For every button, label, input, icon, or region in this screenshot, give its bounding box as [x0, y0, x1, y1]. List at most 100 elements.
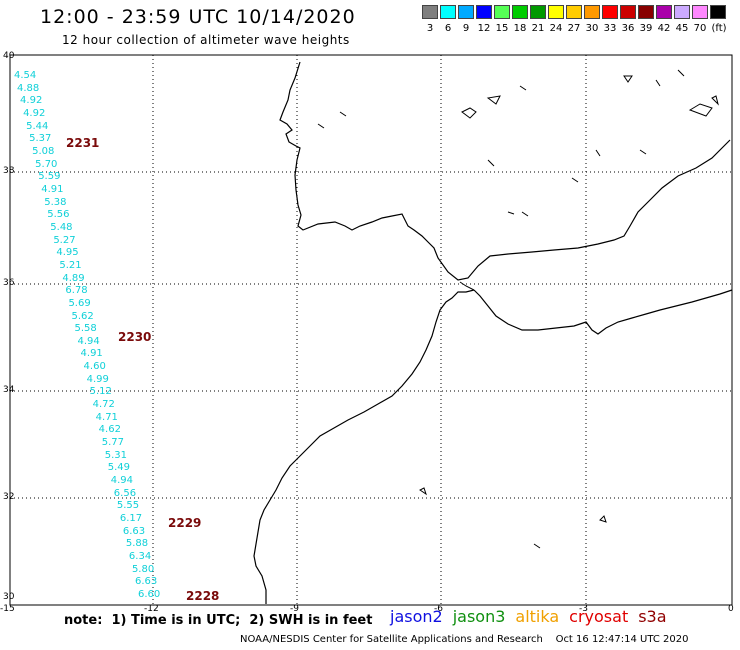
wave-height-value: 5.12: [89, 386, 112, 398]
legend-swatch: [692, 5, 708, 19]
legend-label: 70: [693, 23, 707, 34]
lat-label-30: 30: [3, 592, 15, 602]
wave-height-value: 5.58: [74, 323, 97, 335]
legend-swatch: [494, 5, 510, 19]
wave-height-value: 5.80: [131, 563, 155, 575]
legend-swatch: [584, 5, 600, 19]
wave-height-value: 5.49: [107, 462, 131, 474]
wave-height-value: 5.70: [35, 158, 58, 170]
legend-swatch: [602, 5, 618, 19]
wave-height-value: 6.60: [138, 589, 161, 600]
wave-height-value: 4.92: [23, 107, 46, 119]
satellite-legend: jason2 jason3 altika cryosat s3a: [390, 607, 677, 626]
lon-label-0: 0: [728, 604, 734, 614]
legend-label: 45: [675, 23, 689, 34]
wave-height-value: 4.60: [83, 361, 106, 373]
lat-label-36: 36: [3, 278, 15, 288]
wave-height-value: 5.27: [53, 234, 76, 246]
legend-swatch: [620, 5, 636, 19]
legend-swatch: [638, 5, 654, 19]
legend-label: 21: [531, 23, 545, 34]
legend-label: 36: [621, 23, 635, 34]
wave-height-value: 4.71: [95, 411, 118, 423]
map-title: 12:00 - 23:59 UTC 10/14/2020: [40, 6, 356, 28]
balearic-island: [688, 103, 713, 117]
wave-height-value: 5.08: [32, 145, 55, 157]
time-label-2229: 2229: [168, 516, 202, 530]
legend-label: 6: [444, 23, 452, 34]
wave-height-value: 6.63: [122, 525, 146, 537]
satellite-s3a: s3a: [638, 607, 667, 626]
map-subtitle: 12 hour collection of altimeter wave hei…: [62, 33, 350, 47]
wave-height-value: 6.56: [113, 487, 137, 499]
wave-height-value: 5.59: [38, 171, 61, 183]
wave-height-value: 5.31: [104, 449, 127, 461]
lon-label-m3: -3: [579, 604, 588, 614]
wave-height-value: 6.63: [134, 576, 158, 588]
legend-swatch: [710, 5, 726, 19]
wave-height-value: 6.17: [119, 513, 143, 525]
wave-height-value: 5.62: [71, 310, 94, 322]
satellite-jason3: jason3: [452, 607, 506, 626]
legend-swatch: [674, 5, 690, 19]
lon-label-m6: -6: [434, 604, 443, 614]
lat-label-32: 32: [3, 492, 15, 502]
legend-label: 24: [549, 23, 563, 34]
legend-label: 12: [477, 23, 491, 34]
wave-height-value: 5.38: [44, 196, 67, 208]
wave-height-value: 4.94: [110, 475, 134, 487]
legend-label: 9: [462, 23, 470, 34]
wave-height-value: 5.48: [50, 221, 73, 233]
lon-label-m15: -15: [0, 604, 15, 614]
wave-height-value: 5.44: [26, 120, 49, 132]
legend-unit: (ft): [711, 23, 727, 34]
legend-label: 39: [639, 23, 653, 34]
wave-height-value: 5.37: [29, 133, 52, 145]
legend-swatch: [440, 5, 456, 19]
wave-height-value: 5.56: [47, 209, 70, 221]
legend-label: 42: [657, 23, 671, 34]
wave-height-value: 4.99: [86, 373, 109, 385]
legend-swatch: [656, 5, 672, 19]
legend-label: 30: [585, 23, 599, 34]
wave-height-value: 5.55: [116, 500, 140, 512]
wave-height-value: 4.94: [77, 335, 100, 347]
lon-label-m12: -12: [144, 604, 159, 614]
satellite-cryosat: cryosat: [569, 607, 629, 626]
legend-swatch: [530, 5, 546, 19]
legend-label: 33: [603, 23, 617, 34]
legend-label: 27: [567, 23, 581, 34]
satellite-jason2: jason2: [390, 607, 443, 626]
legend-label: 15: [495, 23, 509, 34]
lat-label-38: 38: [3, 166, 15, 176]
credit-line: NOAA/NESDIS Center for Satellite Applica…: [240, 634, 689, 645]
wave-height-value: 4.91: [80, 348, 103, 360]
wave-height-value: 5.21: [59, 259, 82, 271]
lat-label-40: 40: [3, 51, 15, 61]
legend-swatch: [476, 5, 492, 19]
africa-north-coast: [473, 289, 733, 335]
footnote: note: 1) Time is in UTC; 2) SWH is in fe…: [64, 613, 373, 628]
legend-swatch: [422, 5, 438, 19]
wave-height-value: 4.88: [17, 82, 40, 94]
wave-height-value: 4.89: [62, 272, 85, 284]
legend-label: 18: [513, 23, 527, 34]
wave-height-value: 4.72: [92, 399, 115, 411]
legend-label: 3: [426, 23, 434, 34]
grid-lines: [10, 55, 732, 605]
lon-label-m9: -9: [290, 604, 299, 614]
legend-swatch: [566, 5, 582, 19]
satellite-altika: altika: [515, 607, 560, 626]
inland-features: [317, 69, 719, 549]
time-label-2230: 2230: [118, 330, 152, 344]
lat-label-34: 34: [3, 385, 15, 395]
iberia-coastline: [279, 61, 731, 281]
time-label-2228: 2228: [186, 589, 220, 603]
wave-height-value: 4.91: [41, 183, 64, 195]
wave-height-value: 6.78: [65, 285, 88, 297]
wave-height-value: 4.92: [20, 95, 43, 107]
legend-swatch: [512, 5, 528, 19]
time-label-2231: 2231: [66, 136, 100, 150]
wave-height-value: 6.34: [128, 551, 152, 563]
